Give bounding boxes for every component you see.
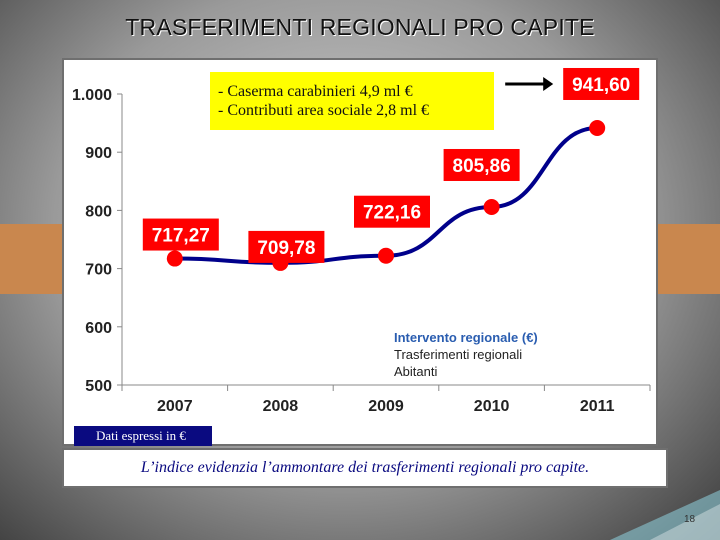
value-label: 941,60 [572,75,630,96]
y-tick-label: 700 [85,262,112,279]
caption: L’indice evidenzia l’ammontare dei trasf… [62,448,668,488]
x-tick-label: 2011 [580,398,615,415]
series-line [174,125,598,265]
line-chart: 500 600 700 800 900 1.000 2007 2008 2009 2010 2011… [72,67,651,415]
slide-title: TRASFERIMENTI REGIONALI PRO CAPITE [125,14,595,40]
x-tick-label: 2008 [263,398,299,415]
x-tick-label: 2010 [474,398,510,415]
y-tick-label: 600 [85,320,112,337]
legend-entry: Abitanti [394,364,437,379]
y-tick-label: 1.000 [72,87,112,104]
value-label-box [443,148,520,181]
data-point [589,119,606,136]
annotation-line-2: - Contributi area sociale 2,8 ml € [218,102,430,119]
value-label-box [248,230,325,263]
decorative-bar-left [0,224,62,294]
annotation-arrow-head [543,76,554,91]
value-label: 709,78 [257,238,315,259]
y-tick-label: 800 [85,203,112,220]
x-tick-label: 2007 [157,398,193,415]
value-label-box [354,195,430,228]
page-number: 18 [684,514,696,525]
data-point [483,198,500,215]
y-tick-label: 900 [85,145,112,162]
value-label-box [563,67,640,100]
corner-decoration [610,490,720,540]
annotation-box: - Caserma carabinieri 4,9 ml € - Contrib… [210,72,494,130]
y-tick-label: 500 [85,378,112,395]
annotation-line-1: - Caserma carabinieri 4,9 ml € [218,83,413,100]
value-label: 722,16 [363,203,421,224]
legend-entry: Intervento regionale (€) [394,330,538,345]
data-point [378,247,394,264]
x-tick-label: 2009 [368,398,404,415]
data-point [166,250,183,267]
value-label: 805,86 [453,156,511,177]
decorative-bar-right [658,224,720,294]
legend-entry: Trasferimenti regionali [394,347,522,362]
note-badge: Dati espressi in € [74,426,212,446]
value-label-box [142,218,219,251]
value-label: 717,27 [152,226,210,247]
